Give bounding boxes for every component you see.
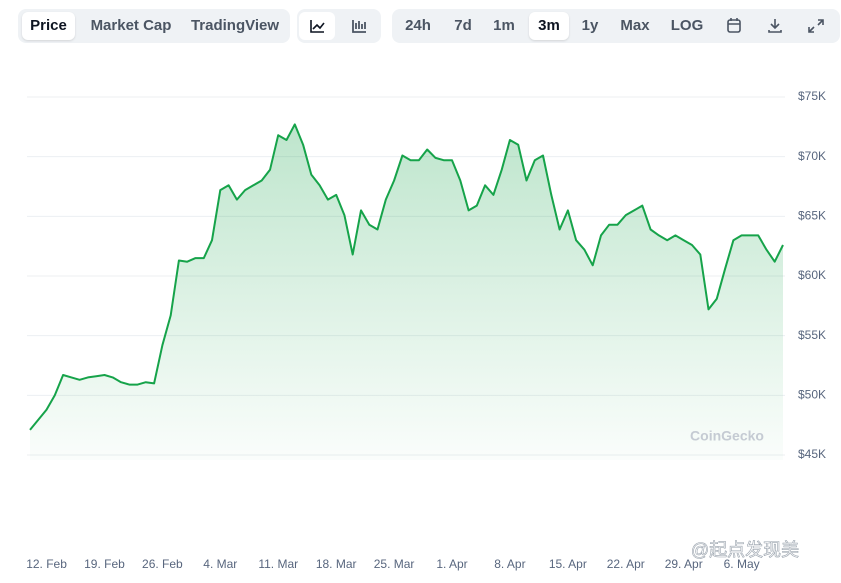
tab-button[interactable]: 24h	[405, 17, 431, 34]
tab-button[interactable]: Market Cap	[90, 17, 172, 34]
overlay-watermark: @起点发现美	[691, 540, 799, 560]
tab-button[interactable]: 3m	[529, 12, 569, 40]
y-tick-label: $60K	[798, 268, 826, 282]
tab-button[interactable]: 1y	[581, 17, 599, 34]
y-tick-label: $55K	[798, 328, 826, 342]
fullscreen-icon[interactable]	[798, 12, 834, 40]
x-tick-label: 8. Apr	[494, 557, 525, 571]
candle-chart-icon[interactable]	[341, 12, 377, 40]
y-tick-label: $65K	[798, 209, 826, 223]
tab-button[interactable]: 1m	[493, 17, 515, 34]
x-tick-label: 26. Feb	[142, 557, 183, 571]
x-tick-label: 29. Apr	[665, 557, 703, 571]
price-line	[29, 123, 784, 431]
x-tick-label: 6. May	[724, 557, 760, 571]
x-tick-label: 19. Feb	[84, 557, 125, 571]
chart-style-tabs	[297, 9, 381, 43]
x-tick-label: 25. Mar	[374, 557, 415, 571]
y-tick-label: $45K	[798, 447, 826, 461]
y-tick-label: $70K	[798, 149, 826, 163]
download-icon[interactable]	[757, 12, 793, 40]
range-tabs: 24h 7d 1m 3m 1y Max LOG	[392, 9, 840, 43]
line-chart-icon[interactable]	[299, 12, 335, 40]
price-area	[30, 124, 783, 461]
y-tick-label: $50K	[798, 388, 826, 402]
x-tick-label: 1. Apr	[436, 557, 467, 571]
x-tick-label: 11. Mar	[258, 557, 298, 571]
x-tick-label: 18. Mar	[316, 557, 357, 571]
watermark: CoinGecko	[690, 428, 764, 444]
tab-button[interactable]: 7d	[454, 17, 472, 34]
x-tick-label: 4. Mar	[203, 557, 237, 571]
tab-button[interactable]: Max	[620, 17, 650, 34]
x-tick-label: 12. Feb	[26, 557, 67, 571]
y-tick-label: $75K	[798, 89, 826, 103]
tab-button[interactable]: Price	[22, 12, 75, 40]
tab-button[interactable]: TradingView	[190, 17, 280, 34]
view-tabs: Price Market Cap TradingView	[18, 9, 290, 43]
x-tick-label: 22. Apr	[607, 557, 645, 571]
x-tick-label: 15. Apr	[549, 557, 587, 571]
calendar-icon[interactable]	[716, 12, 752, 40]
tab-button[interactable]: LOG	[670, 17, 704, 34]
